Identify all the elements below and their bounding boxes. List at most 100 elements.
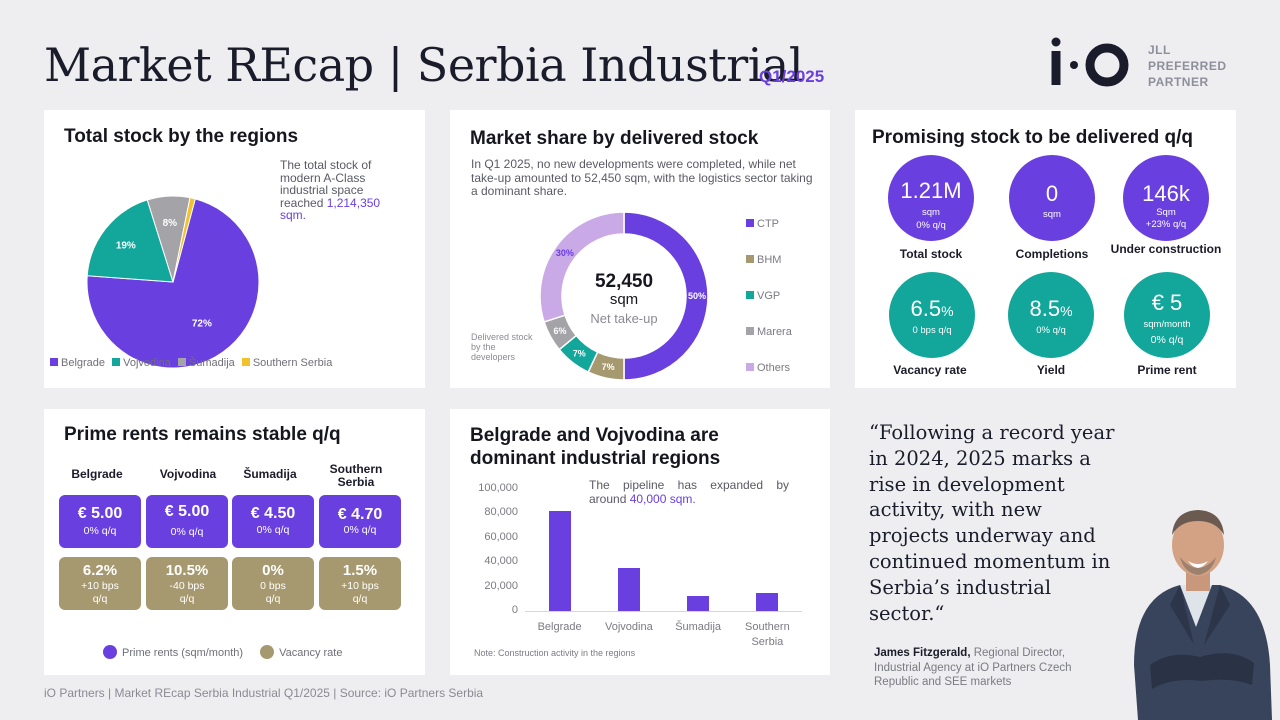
card-title: Belgrade and Vojvodina are dominant indu… (470, 425, 721, 469)
region-header: Šumadija (243, 467, 297, 481)
legend-item-ctp: CTP (746, 218, 779, 230)
donut-data-label: 6% (554, 326, 567, 336)
bar-belgrade (548, 510, 571, 611)
vacancy-value: 1.5% (342, 562, 378, 579)
region-header: Southern Serbia (329, 462, 383, 489)
pie-slice-vojvodina (86, 199, 174, 283)
y-tick-label: 60,000 (484, 530, 518, 543)
market-share-donut-chart: 50% 7% 7% 6% 30% (539, 211, 709, 381)
vacancy-change-unit: q/q (92, 593, 108, 605)
kpi-change: +23% q/q (1145, 219, 1187, 230)
prime-rent-box: € 4.50 0% q/q (232, 495, 314, 548)
vacancy-box: 1.5% +10 bps q/q (319, 557, 401, 610)
delivered-stock-note: Delivered stock by the developers (471, 332, 533, 362)
vacancy-change: -40 bps (169, 580, 205, 592)
vacancy-change-unit: q/q (352, 593, 368, 605)
legend-item-marera: Marera (746, 326, 792, 338)
kpi-change: 0 bps q/q (912, 325, 952, 336)
legend-item-vojvodina: Vojvodina (112, 357, 171, 369)
card-title: Prime rents remains stable q/q (64, 424, 341, 445)
donut-data-label: 7% (573, 349, 586, 359)
quote-attribution: James Fitzgerald, Regional Director, Ind… (874, 646, 1104, 690)
kpi-value: 0 (1045, 181, 1059, 206)
bar-vojvodina (617, 567, 640, 611)
prime-rent-box: € 5.00 0% q/q (59, 495, 141, 548)
rent-value: € 5.00 (77, 505, 123, 522)
description-text: The total stock of modern A-Class indust… (280, 158, 372, 210)
y-tick-label: 100,000 (478, 482, 518, 494)
region-header: Belgrade (71, 467, 123, 481)
vacancy-value: 10.5% (165, 562, 209, 579)
partner-badge: JLL PREFERRED PARTNER (1148, 42, 1227, 90)
promising-stock-card: Promising stock to be delivered q/q 1.21… (855, 110, 1236, 388)
vacancy-change-unit: q/q (179, 593, 195, 605)
kpi-caption: Vacancy rate (893, 363, 967, 377)
region-header: Vojvodina (159, 467, 217, 481)
kpi-value-unit: % (941, 303, 954, 319)
pie-slice-belgrade (86, 198, 260, 369)
pie-data-label: 72% (192, 319, 212, 330)
partner-line: PREFERRED (1148, 59, 1227, 73)
bar-šumadija (687, 595, 710, 611)
total-stock-description: The total stock of modern A-Class indust… (280, 159, 400, 222)
partner-line: PARTNER (1148, 75, 1209, 89)
rent-change: 0% q/q (256, 524, 290, 536)
kpi-unit: sqm/month (1143, 319, 1191, 330)
legend-item-vacancy: Vacancy rate (260, 645, 342, 659)
x-category-label: Šumadija (675, 621, 722, 633)
legend-item-bhm: BHM (746, 254, 781, 266)
legend-item-southern-serbia: Southern Serbia (241, 357, 332, 369)
y-tick-label: 80,000 (484, 506, 518, 519)
kpi-completions: 0 sqm (1009, 155, 1095, 241)
vacancy-change-unit: q/q (265, 593, 281, 605)
kpi-caption: Prime rent (1137, 363, 1197, 377)
total-stock-legend: Belgrade Vojvodina Šumadija Southern Ser… (50, 357, 336, 369)
kpi-value: 8.5% (1029, 296, 1073, 321)
pipeline-note: The pipeline has expanded by around 40,0… (589, 478, 789, 506)
page-footer: iO Partners | Market REcap Serbia Indust… (44, 686, 484, 700)
kpi-change: 0% q/q (1150, 334, 1184, 346)
x-category-label: Vojvodina (605, 621, 653, 633)
pie-slice-southern-serbia (172, 197, 196, 283)
donut-data-label: 7% (602, 362, 615, 372)
donut-center-value: 52,450 (594, 271, 654, 292)
kpi-unit: Sqm (1156, 207, 1176, 218)
kpi-vacancy-rate: 6.5% 0 bps q/q (889, 272, 975, 358)
quote-author: James Fitzgerald, (874, 647, 971, 659)
partner-line: JLL (1148, 43, 1171, 57)
kpi-value: € 5 (1151, 290, 1183, 315)
legend-item-prime-rents: Prime rents (sqm/month) (103, 645, 243, 659)
y-tick-label: 0 (511, 604, 518, 616)
y-tick-label: 20,000 (484, 579, 518, 592)
kpi-value: 146k (1142, 181, 1190, 206)
quarter-label: Q1/2025 (759, 67, 825, 86)
prime-rent-box: € 5.00 0% q/q (146, 495, 228, 548)
vacancy-box: 0% 0 bps q/q (232, 557, 314, 610)
kpi-caption: Completions (1015, 247, 1089, 261)
vacancy-box: 6.2% +10 bps q/q (59, 557, 141, 610)
vacancy-change: 0 bps (260, 580, 286, 592)
speaker-portrait (1134, 510, 1272, 720)
pie-data-label: 8% (163, 218, 178, 229)
rent-value: € 5.00 (164, 503, 210, 520)
vacancy-change: +10 bps (81, 580, 119, 592)
page-title: Market REcap | Serbia Industrial (44, 38, 804, 92)
vacancy-box: 10.5% -40 bps q/q (146, 557, 228, 610)
market-share-description: In Q1 2025, no new developments were com… (471, 157, 813, 198)
regions-bar-card: Belgrade and Vojvodina are dominant indu… (450, 409, 830, 675)
total-stock-pie-chart: 72% 19% 8% (86, 195, 260, 369)
pipeline-note-value: 40,000 sqm. (629, 491, 696, 506)
kpi-prime-rent: € 5 sqm/month 0% q/q (1124, 272, 1210, 358)
kpi-caption: Total stock (899, 247, 963, 261)
kpi-caption: Yield (1036, 363, 1066, 377)
kpi-value-unit: % (1060, 303, 1073, 319)
kpi-change: 0% q/q (916, 220, 946, 231)
regions-bar-chart: 100,000 80,000 60,000 40,000 20,000 0 Belgrade… (450, 409, 830, 675)
kpi-unit: sqm (1043, 209, 1061, 220)
kpi-unit: sqm (922, 207, 940, 218)
description-value: 1,214,350 sqm. (280, 195, 381, 222)
legend-item-others: Others (746, 362, 790, 374)
rent-change: 0% q/q (170, 526, 204, 538)
prime-rent-box: € 4.70 0% q/q (319, 495, 401, 548)
card-title: Promising stock to be delivered q/q (872, 127, 1193, 148)
